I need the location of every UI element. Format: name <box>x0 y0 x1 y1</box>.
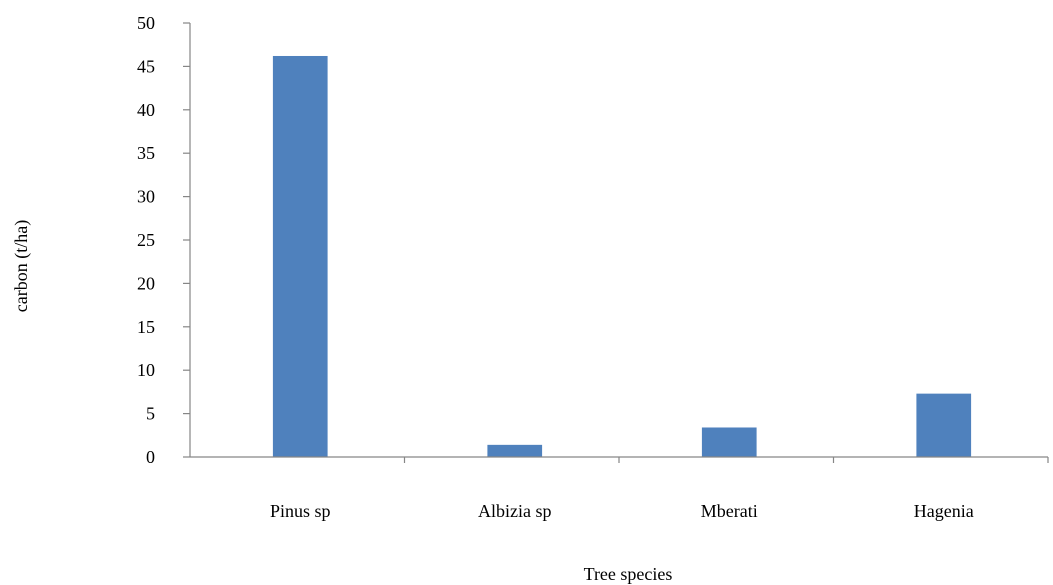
bar-albizia-sp <box>487 444 543 457</box>
x-category-label: Hagenia <box>914 501 974 521</box>
bar-pinus-sp <box>272 55 328 457</box>
x-axis-category-labels: Pinus sp Albizia sp Mberati Hagenia <box>270 501 974 521</box>
y-tick-label: 40 <box>137 100 155 120</box>
y-axis-title: carbon (t/ha) <box>11 220 32 312</box>
x-category-label: Albizia sp <box>478 501 552 521</box>
y-tick-label: 25 <box>137 230 155 250</box>
y-tick-label: 0 <box>146 447 155 467</box>
y-tick-label: 30 <box>137 187 155 207</box>
y-axis-ticks: 0 5 10 15 20 25 30 35 40 45 50 <box>137 13 190 467</box>
axes <box>189 23 1049 463</box>
y-tick-label: 10 <box>137 360 155 380</box>
y-tick-label: 35 <box>137 143 155 163</box>
y-tick-label: 5 <box>146 404 155 424</box>
bars <box>272 55 972 457</box>
bar-hagenia <box>916 393 972 457</box>
y-tick-label: 45 <box>137 56 155 76</box>
x-axis-title: Tree species <box>584 564 673 584</box>
x-category-label: Pinus sp <box>270 501 331 521</box>
x-category-label: Mberati <box>701 501 758 521</box>
y-tick-label: 20 <box>137 273 155 293</box>
y-tick-label: 50 <box>137 13 155 33</box>
y-tick-label: 15 <box>137 317 155 337</box>
bar-mberati <box>701 427 757 457</box>
